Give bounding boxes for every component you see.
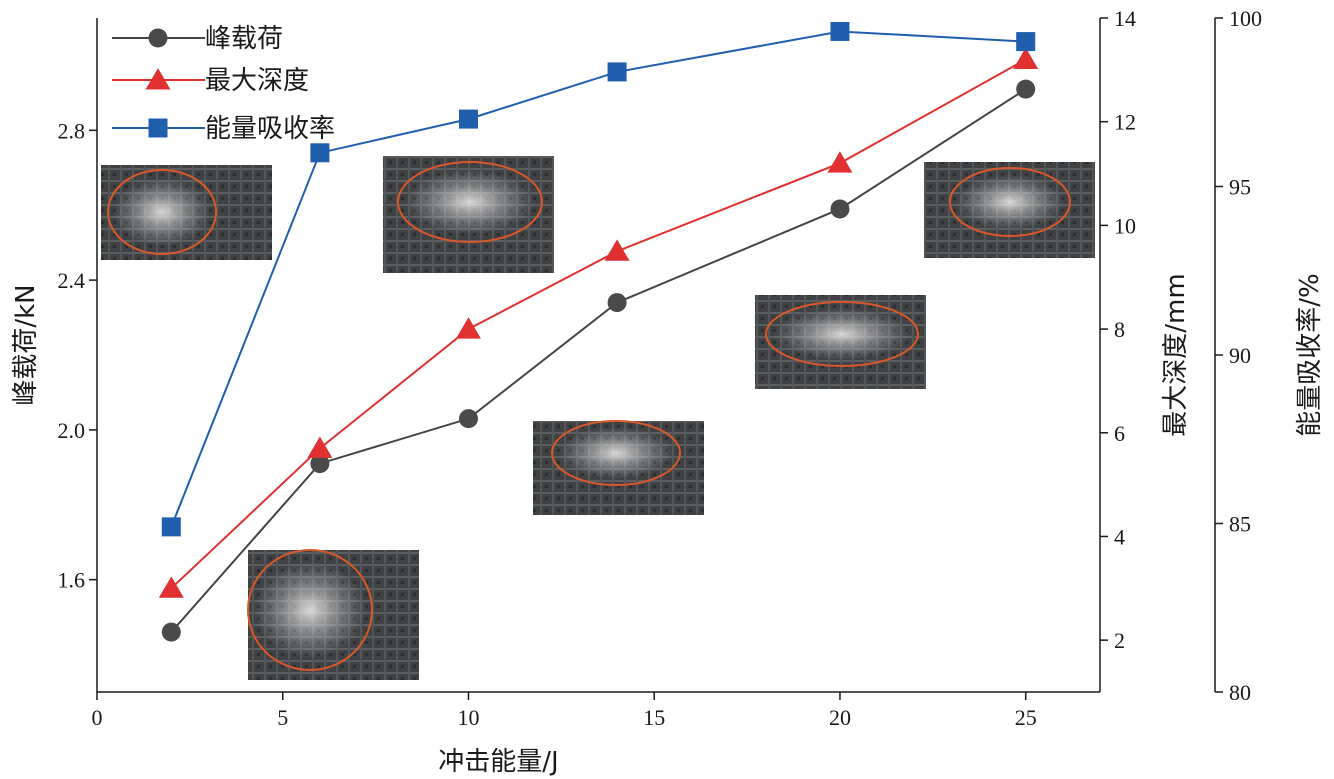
x-tick-label: 15 [643, 705, 665, 730]
depth-axis-tick-label: 4 [1114, 524, 1125, 549]
data-point [458, 409, 478, 429]
depth-axis-tick-label: 2 [1114, 628, 1125, 653]
depth-axis-tick-label: 8 [1114, 317, 1125, 342]
series-line [170, 58, 1027, 590]
depth-axis-tick-label: 6 [1114, 421, 1125, 446]
inset-photos [101, 156, 1095, 680]
data-point [604, 239, 630, 261]
absorption-axis-tick-label: 80 [1229, 680, 1251, 705]
data-point [827, 151, 853, 173]
data-point [158, 576, 184, 598]
data-point [830, 199, 850, 219]
legend-entry-3: 能量吸收率 [112, 114, 335, 144]
damage-outline [551, 420, 681, 486]
data-point [1016, 79, 1036, 99]
load-axis-title: 峰载荷/kN [11, 284, 41, 405]
series-line [170, 88, 1027, 633]
data-point [1016, 32, 1036, 52]
data-point [1013, 47, 1039, 69]
series-1 [161, 79, 1036, 642]
damage-outline [949, 167, 1071, 237]
series [158, 21, 1039, 642]
absorption-axis-title: 能量吸收率/% [1295, 273, 1325, 436]
series-2 [158, 47, 1039, 598]
load-axis-tick-label: 2.0 [58, 418, 86, 443]
inset-photo-x6 [247, 549, 419, 680]
data-point [161, 517, 181, 537]
inset-photo-x2 [101, 165, 272, 260]
absorption-axis-tick-label: 100 [1229, 6, 1262, 31]
damage-outline [247, 549, 373, 671]
x-axis-title: 冲击能量/J [438, 747, 558, 777]
depth-axis-title: 最大深度/mm [1161, 273, 1191, 436]
inset-photo-x10 [383, 156, 554, 273]
data-point [607, 62, 627, 82]
inset-photo-x25 [924, 162, 1095, 258]
data-point [607, 293, 627, 313]
damage-outline [765, 301, 919, 367]
damage-outline [397, 161, 543, 243]
legend-entry-2: 最大深度 [112, 66, 309, 96]
data-point [161, 622, 181, 642]
load-axis-tick-label: 2.8 [58, 118, 86, 143]
legend-label: 最大深度 [205, 66, 309, 96]
depth-axis-tick-label: 10 [1114, 213, 1136, 238]
x-tick-label: 20 [829, 705, 851, 730]
legend-label: 能量吸收率 [205, 114, 335, 144]
absorption-axis-tick-label: 85 [1229, 512, 1251, 537]
load-axis-tick-label: 1.6 [58, 568, 86, 593]
inset-photo-x20 [755, 295, 926, 389]
absorption-axis-tick-label: 90 [1229, 343, 1251, 368]
axes: 0 5 10 15 20 25 冲击能量/J 1.6 2.0 2.4 2.8 峰载荷/kN 2 4 6 8 10… [11, 6, 1325, 777]
depth-axis-tick-label: 12 [1114, 110, 1136, 135]
legend-marker [148, 118, 168, 138]
data-point [458, 109, 478, 129]
data-point [456, 317, 481, 339]
x-tick-label: 25 [1015, 705, 1037, 730]
legend-entry-1: 峰载荷 [112, 24, 283, 54]
inset-photo-x14 [533, 420, 704, 515]
data-point [307, 436, 333, 458]
data-point [310, 143, 330, 163]
legend-marker [148, 28, 168, 48]
x-tick-label: 0 [92, 705, 103, 730]
data-point [310, 454, 330, 474]
x-tick-label: 10 [457, 705, 479, 730]
damage-outline [107, 169, 217, 255]
absorption-axis-tick-label: 95 [1229, 175, 1251, 200]
depth-axis-tick-label: 14 [1114, 6, 1136, 31]
data-point [830, 21, 850, 41]
series-line [170, 30, 1026, 528]
series-3 [161, 21, 1036, 537]
legend-marker [145, 68, 171, 90]
x-tick-label: 5 [277, 705, 288, 730]
legend-label: 峰载荷 [205, 24, 283, 54]
load-axis-tick-label: 2.4 [58, 268, 86, 293]
